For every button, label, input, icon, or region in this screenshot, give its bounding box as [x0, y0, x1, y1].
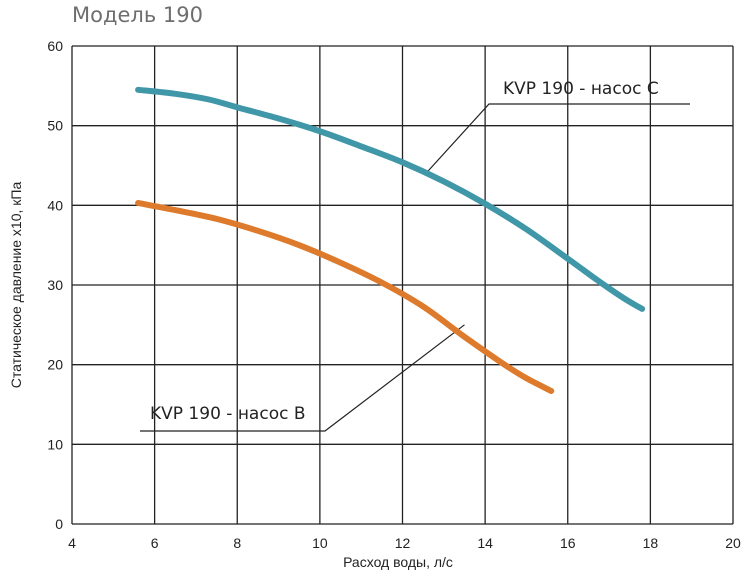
x-tick-label: 12 — [395, 535, 411, 551]
x-tick-label: 6 — [151, 535, 159, 551]
y-tick-label: 50 — [47, 118, 63, 134]
y-tick-label: 20 — [47, 357, 63, 373]
chart-title: Модель 190 — [72, 3, 203, 27]
y-tick-label: 40 — [47, 197, 63, 213]
y-tick-label: 30 — [47, 277, 63, 293]
x-tick-label: 20 — [725, 535, 741, 551]
tick-labels: 4 6 8 10 12 14 16 18 20 0 10 20 30 40 50 60 — [47, 38, 741, 551]
series-lines — [135, 86, 646, 394]
y-axis-label: Статическое давление х10, кПа — [8, 182, 24, 389]
x-tick-label: 14 — [477, 535, 493, 551]
series-label-0: KVP 190 - насос С — [503, 79, 659, 99]
x-tick-label: 4 — [68, 535, 76, 551]
grid — [71, 45, 734, 525]
legend-labels: KVP 190 - насос С KVP 190 - насос В — [150, 79, 659, 424]
series-line-0 — [135, 86, 646, 312]
x-tick-label: 16 — [560, 535, 576, 551]
annotation-leaders — [140, 103, 690, 432]
series-line-1 — [135, 199, 555, 394]
y-tick-label: 10 — [47, 436, 63, 452]
x-tick-label: 10 — [312, 535, 328, 551]
x-tick-label: 8 — [233, 535, 241, 551]
y-tick-label: 60 — [47, 38, 63, 54]
y-tick-label: 0 — [55, 516, 63, 532]
annotation-leader-0 — [426, 103, 690, 173]
x-tick-label: 18 — [643, 535, 659, 551]
annotation-leader-1 — [140, 324, 465, 432]
x-axis-label: Расход воды, л/с — [343, 554, 453, 570]
series-label-1: KVP 190 - насос В — [150, 404, 306, 424]
